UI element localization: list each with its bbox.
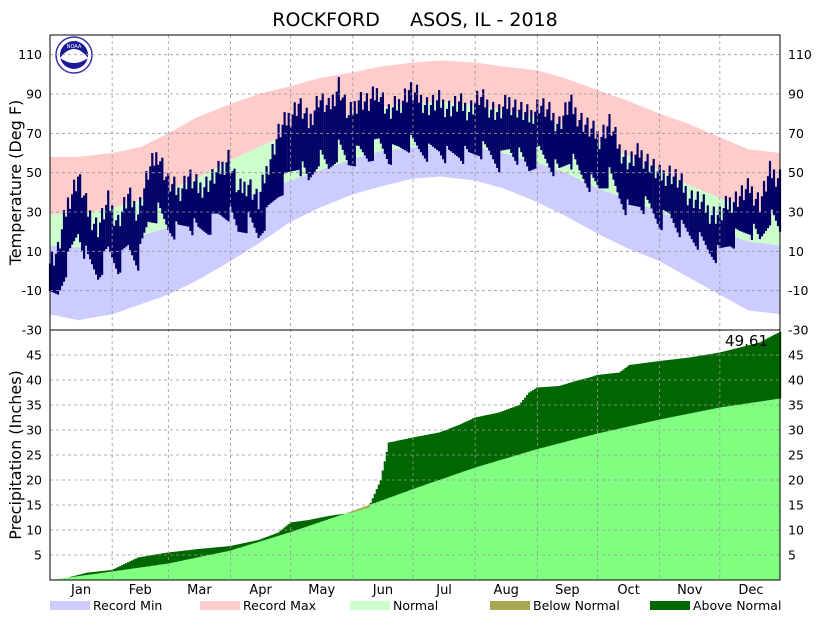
above-normal-bar [103, 571, 105, 573]
temp-tick-label-left: 70 [26, 126, 42, 141]
precip-tick-label-left: 5 [34, 548, 42, 563]
below-normal-bar [368, 505, 370, 507]
above-normal-bar [175, 552, 177, 562]
precip-axis-label: Precipitation (Inches) [6, 370, 25, 540]
precip-tick-label-left: 40 [26, 373, 42, 388]
legend-label: Below Normal [533, 598, 620, 613]
legend-item: Record Min [50, 598, 162, 613]
above-normal-bar [468, 420, 470, 469]
precip-tick-label-left: 10 [26, 523, 42, 538]
temp-tick-label-right: 70 [788, 126, 804, 141]
temp-tick-label-right: -30 [788, 323, 808, 338]
legend-swatch [490, 601, 530, 610]
below-normal-bar [358, 509, 360, 511]
month-tick-label: Dec [738, 583, 763, 598]
above-normal-bar [540, 387, 542, 448]
legend-label: Record Max [243, 598, 316, 613]
legend-item: Below Normal [490, 598, 620, 613]
precip-tick-label-right: 40 [788, 373, 804, 388]
temp-tick-label-right: 90 [788, 87, 804, 102]
temp-tick-label-right: 50 [788, 165, 804, 180]
temp-axis-label: Temperature (Deg F) [6, 100, 25, 267]
precip-tick-label-left: 20 [26, 473, 42, 488]
temp-tick-label-right: 110 [788, 47, 812, 62]
temp-tick-label-left: 90 [26, 87, 42, 102]
month-tick-label: Feb [129, 583, 152, 598]
precip-tick-label-right: 5 [788, 548, 796, 563]
svg-text:NOAA: NOAA [67, 44, 82, 50]
temp-tick-label-left: 110 [18, 47, 42, 62]
legend-label: Normal [393, 598, 438, 613]
temp-tick-label-left: 30 [26, 205, 42, 220]
month-tick-label: May [308, 583, 335, 598]
above-normal-bar [504, 410, 506, 458]
above-normal-bar [139, 557, 141, 567]
month-tick-label: Jan [70, 583, 91, 598]
precip-tick-label-left: 15 [26, 498, 42, 513]
temp-tick-label-right: -10 [788, 283, 808, 298]
precip-tick-label-right: 30 [788, 423, 804, 438]
precip-tick-label-left: 30 [26, 423, 42, 438]
month-tick-label: Oct [617, 583, 639, 598]
precip-tick-label-right: 15 [788, 498, 804, 513]
temp-tick-label-left: -10 [22, 283, 42, 298]
above-normal-bar [322, 517, 324, 521]
legend-swatch [200, 601, 240, 610]
above-normal-bar [432, 434, 434, 482]
legend-swatch [650, 601, 690, 610]
month-tick-label: Aug [494, 583, 519, 598]
month-tick-label: Sep [555, 583, 580, 598]
temp-tick-label-right: 10 [788, 244, 804, 259]
month-tick-label: Jul [435, 583, 452, 598]
month-tick-label: Apr [249, 583, 272, 598]
precip-tick-label-left: 25 [26, 448, 42, 463]
precip-total-annotation: 49.61 [725, 332, 768, 350]
normal-precip-area [50, 399, 780, 581]
legend-item: Normal [350, 598, 438, 613]
above-normal-bar [340, 514, 342, 515]
precip-tick-label-right: 10 [788, 523, 804, 538]
above-normal-bar [249, 542, 251, 545]
temp-tick-label-left: 50 [26, 165, 42, 180]
temp-tick-label-right: 30 [788, 205, 804, 220]
temp-tick-label-left: -30 [22, 323, 42, 338]
above-normal-bar [759, 343, 761, 402]
month-tick-label: Nov [677, 583, 703, 598]
legend-label: Record Min [93, 598, 162, 613]
above-normal-bar [723, 352, 725, 407]
precip-tick-label-right: 35 [788, 398, 804, 413]
above-normal-bar [614, 373, 616, 430]
precip-tick-label-right: 25 [788, 448, 804, 463]
legend-item: Above Normal [650, 598, 781, 613]
precip-tick-label-right: 45 [788, 348, 804, 363]
above-normal-bar [211, 548, 213, 555]
precip-tick-label-right: 20 [788, 473, 804, 488]
legend-label: Above Normal [693, 598, 781, 613]
precip-tick-label-left: 35 [26, 398, 42, 413]
month-tick-label: Mar [187, 583, 212, 598]
above-normal-bar [650, 362, 652, 421]
above-normal-bar [687, 358, 689, 414]
legend-swatch [50, 601, 90, 610]
above-normal-bar [285, 526, 287, 533]
month-tick-label: Jun [372, 583, 393, 598]
chart-title: ROCKFORD ASOS, IL - 2018 [272, 9, 557, 31]
legend-swatch [350, 601, 390, 610]
precip-tick-label-left: 45 [26, 348, 42, 363]
legend-item: Record Max [200, 598, 316, 613]
temp-tick-label-left: 10 [26, 244, 42, 259]
above-normal-bar [394, 441, 396, 495]
